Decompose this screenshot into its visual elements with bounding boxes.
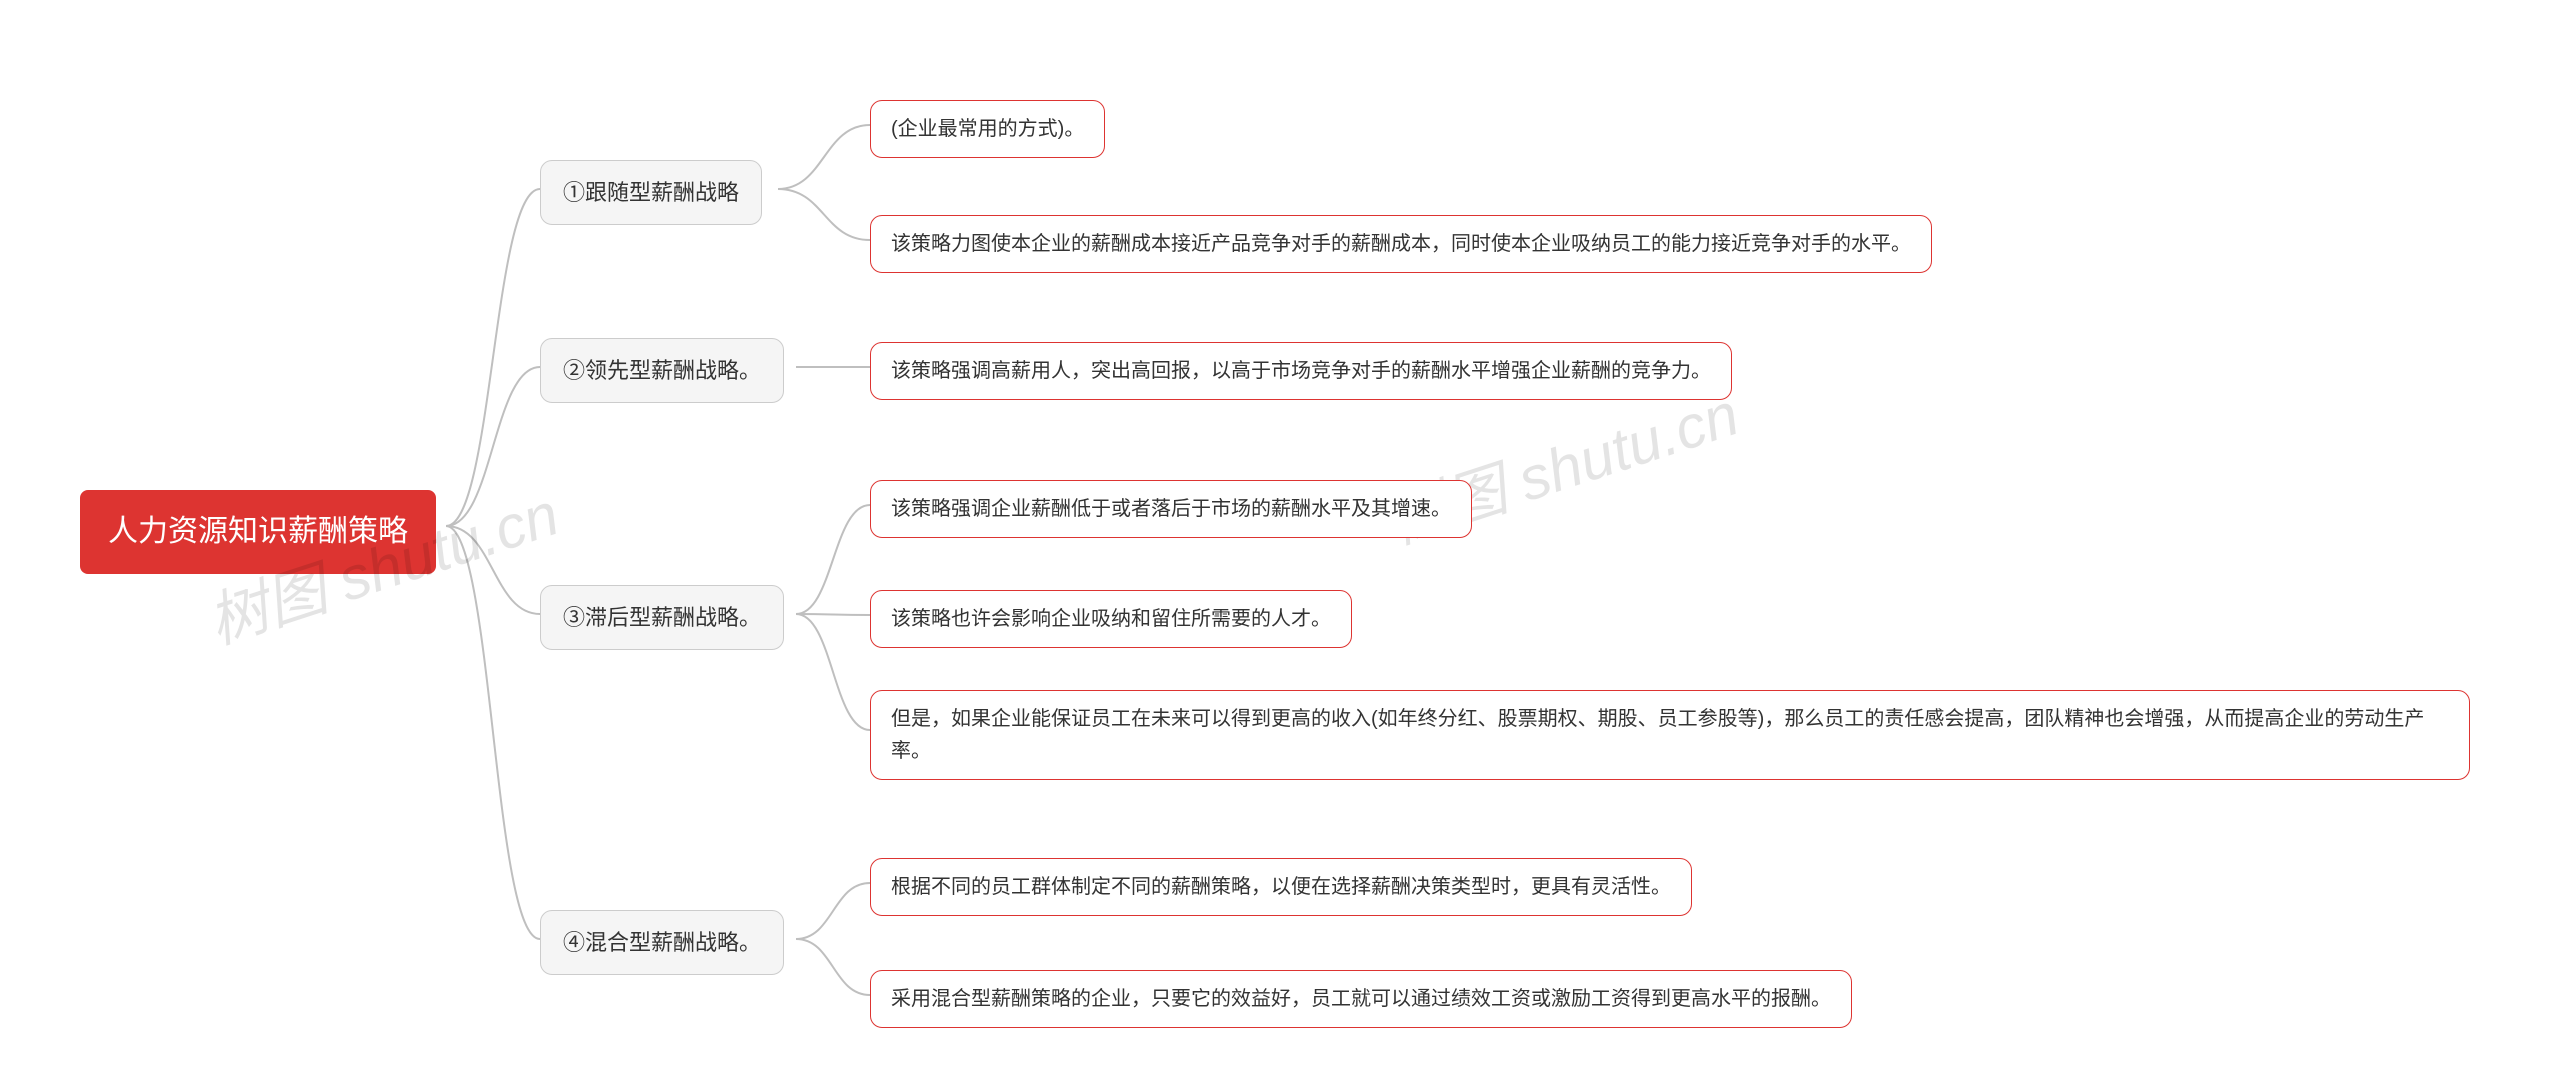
mindmap-canvas: 人力资源知识薪酬策略 树图 shutu.cn 树图 shutu.cn ①跟随型薪…	[0, 0, 2560, 1091]
leaf-node: 该策略强调企业薪酬低于或者落后于市场的薪酬水平及其增速。	[870, 480, 1472, 538]
leaf-node: 采用混合型薪酬策略的企业，只要它的效益好，员工就可以通过绩效工资或激励工资得到更…	[870, 970, 1852, 1028]
leaf-node: 但是，如果企业能保证员工在未来可以得到更高的收入(如年终分红、股票期权、期股、员…	[870, 690, 2470, 780]
leaf-node: 该策略力图使本企业的薪酬成本接近产品竞争对手的薪酬成本，同时使本企业吸纳员工的能…	[870, 215, 1932, 273]
branch-node: ①跟随型薪酬战略	[540, 160, 762, 225]
branch-node: ③滞后型薪酬战略。	[540, 585, 784, 650]
leaf-node: 该策略也许会影响企业吸纳和留住所需要的人才。	[870, 590, 1352, 648]
branch-node: ④混合型薪酬战略。	[540, 910, 784, 975]
branch-node: ②领先型薪酬战略。	[540, 338, 784, 403]
leaf-node: 该策略强调高薪用人，突出高回报，以高于市场竞争对手的薪酬水平增强企业薪酬的竞争力…	[870, 342, 1732, 400]
root-node: 人力资源知识薪酬策略	[80, 490, 436, 574]
leaf-node: (企业最常用的方式)。	[870, 100, 1105, 158]
leaf-node: 根据不同的员工群体制定不同的薪酬策略，以便在选择薪酬决策类型时，更具有灵活性。	[870, 858, 1692, 916]
